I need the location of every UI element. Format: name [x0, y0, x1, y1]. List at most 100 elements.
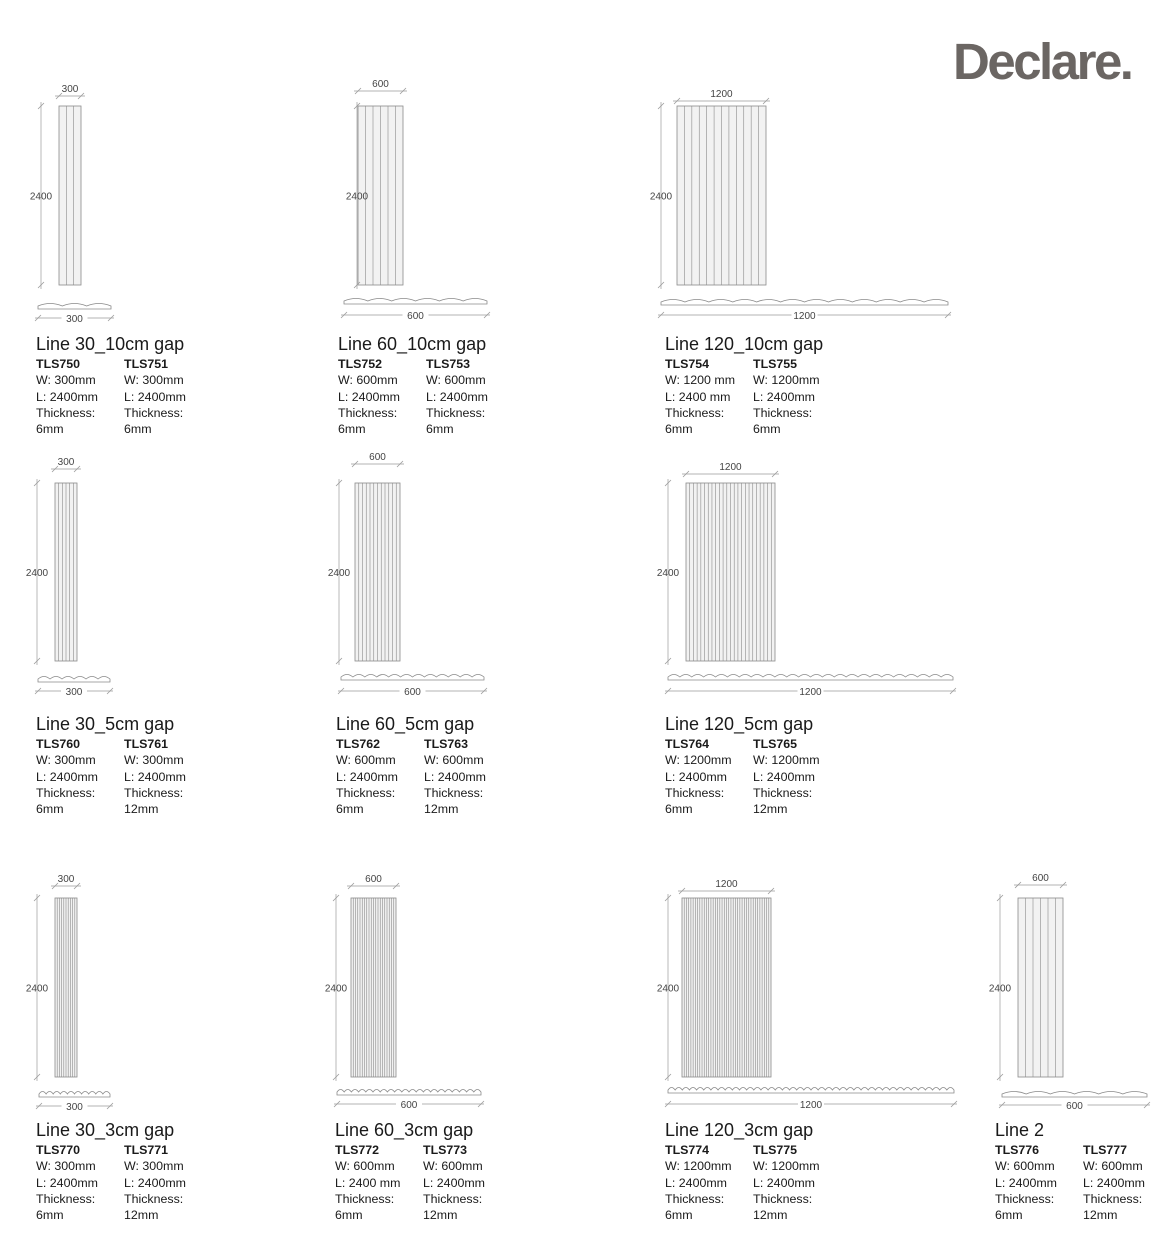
profile-dimension-label: 1200 — [799, 687, 822, 698]
product-code: TLS751 — [124, 357, 169, 371]
product-title: Line 2 — [995, 1120, 1045, 1140]
profile-label-bg — [797, 685, 824, 696]
spec-columns: TLS774 W: 1200mm L: 2400mm Thickness: 6mm TLS… — [665, 1142, 905, 1223]
spec-width-value: 300mm — [142, 373, 184, 388]
spec-length-label: L: — [665, 389, 679, 404]
spec-thickness-label: Thickness: — [753, 1191, 813, 1206]
spec-thickness-label: Thickness: — [665, 1191, 725, 1206]
spec-thickness-value: 6mm — [335, 1208, 363, 1223]
spec-width-label: W: — [124, 1159, 143, 1174]
product-block: Line 30_10cm gap TLS750 W: 300mm L: 2400mm T… — [36, 333, 276, 437]
spec-length-label: L: — [124, 769, 138, 784]
spec-width-value: 600mm — [354, 753, 396, 768]
spec-width: W: 1200mm — [665, 1158, 753, 1174]
product-block: Line 120_10cm gap TLS754 W: 1200 mm L: 2400… — [665, 333, 905, 437]
spec-width-label: W: — [36, 753, 55, 768]
width-dimension-label: 1200 — [710, 89, 733, 100]
panel-profile — [1001, 1091, 1148, 1098]
spec-thickness-label: Thickness: — [124, 405, 184, 420]
spec-columns: TLS760 W: 300mm L: 2400mm Thickness: 6mm TLS7… — [36, 736, 276, 817]
profile-dimension-label: 300 — [66, 314, 83, 325]
spec-width-value: 1200mm — [683, 1159, 732, 1174]
spec-thickness-label: Thickness: — [335, 1191, 395, 1206]
drawing-5: 600 2400 600 — [328, 452, 488, 698]
product-code: TLS770 — [36, 1143, 81, 1157]
panel-profile — [37, 676, 111, 683]
product-code: TLS754 — [665, 357, 710, 371]
profile-label-bg — [791, 309, 818, 320]
spec-width-label: W: — [753, 1159, 772, 1174]
spec-width-label: W: — [995, 1159, 1014, 1174]
spec-length-value: 2400mm — [49, 1175, 98, 1190]
profile-dimension-label: 300 — [66, 1102, 83, 1113]
product-code: TLS753 — [426, 357, 471, 371]
panel-profile — [340, 674, 485, 681]
spec-length-label: L: — [423, 1175, 437, 1190]
spec-column: TLS775 W: 1200mm L: 2400mm Thickness: 12mm — [753, 1142, 841, 1223]
spec-thickness-label: Thickness: — [753, 405, 813, 420]
spec-width-value: 300mm — [54, 373, 96, 388]
spec-width-value: 1200mm — [683, 753, 732, 768]
spec-thickness-label: Thickness: — [338, 405, 398, 420]
spec-thickness-value: 12mm — [423, 1208, 458, 1223]
drawing-3: 1200 2400 1200 — [650, 89, 952, 322]
spec-length: L: 2400 mm — [665, 389, 753, 405]
spec-length-label: L: — [424, 769, 438, 784]
spec-thickness-label: Thickness: — [753, 785, 813, 800]
spec-length-value: 2400mm — [351, 389, 400, 404]
spec-columns: TLS752 W: 600mm L: 2400mm Thickness: 6mm TLS7… — [338, 356, 578, 437]
product-code: TLS752 — [338, 357, 383, 371]
spec-width-label: W: — [336, 753, 355, 768]
spec-length-label: L: — [1083, 1175, 1097, 1190]
spec-length-label: L: — [336, 769, 350, 784]
panel-profile — [37, 303, 112, 310]
product-title: Line 30_5cm gap — [36, 714, 175, 734]
spec-width: W: 300mm — [36, 1158, 124, 1174]
spec-width-value: 600mm — [1013, 1159, 1055, 1174]
product-code: TLS773 — [423, 1143, 468, 1157]
spec-length: L: 2400mm — [124, 1175, 212, 1191]
panel-profile — [343, 298, 488, 305]
product-title: Line 30_10cm gap — [36, 334, 185, 354]
spec-length-label: L: — [426, 389, 440, 404]
spec-thickness-value: 6mm — [36, 422, 64, 437]
spec-width: W: 300mm — [124, 752, 212, 768]
spec-thickness-label: Thickness: — [1083, 1191, 1143, 1206]
spec-length: L: 2400mm — [338, 389, 426, 405]
spec-thickness-label: Thickness: — [423, 1191, 483, 1206]
spec-column: TLS773 W: 600mm L: 2400mm Thickness: 12mm — [423, 1142, 511, 1223]
height-dimension-label: 2400 — [650, 192, 673, 203]
spec-width: W: 1200 mm — [665, 372, 753, 388]
spec-columns: TLS776 W: 600mm L: 2400mm Thickness: 6mm TLS7… — [995, 1142, 1174, 1223]
width-dimension-label: 600 — [365, 874, 382, 885]
spec-column: TLS774 W: 1200mm L: 2400mm Thickness: 6mm — [665, 1142, 753, 1223]
spec-length: L: 2400mm — [36, 1175, 124, 1191]
product-block: Line 120_3cm gap TLS774 W: 1200mm L: 2400mm… — [665, 1119, 905, 1223]
spec-column: TLS771 W: 300mm L: 2400mm Thickness: 12mm — [124, 1142, 212, 1223]
height-dimension-label: 2400 — [989, 984, 1012, 995]
spec-column: TLS760 W: 300mm L: 2400mm Thickness: 6mm — [36, 736, 124, 817]
spec-thickness-label: Thickness: — [36, 405, 96, 420]
product-block: Line 60_10cm gap TLS752 W: 600mm L: 2400mm T… — [338, 333, 578, 437]
width-dimension-label: 1200 — [715, 879, 738, 890]
spec-thickness-value: 6mm — [665, 802, 693, 817]
spec-thickness-value: 6mm — [995, 1208, 1023, 1223]
profile-dimension-label: 600 — [1066, 1101, 1083, 1112]
profile-label-bg — [61, 685, 87, 696]
spec-thickness-value: 12mm — [424, 802, 459, 817]
spec-width-label: W: — [665, 1159, 684, 1174]
width-dimension-label: 600 — [369, 452, 386, 463]
spec-length-label: L: — [665, 1175, 679, 1190]
spec-width-value: 300mm — [142, 1159, 184, 1174]
spec-width-value: 600mm — [353, 1159, 395, 1174]
product-code: TLS775 — [753, 1143, 798, 1157]
product-code: TLS755 — [753, 357, 798, 371]
brand-logo: Declare. — [953, 33, 1134, 90]
product-title: Line 60_3cm gap — [335, 1120, 474, 1140]
spec-thickness-label: Thickness: — [995, 1191, 1055, 1206]
spec-length-label: L: — [753, 769, 767, 784]
spec-thickness-label: Thickness: — [426, 405, 486, 420]
panel-profile — [667, 1087, 955, 1094]
spec-column: TLS752 W: 600mm L: 2400mm Thickness: 6mm — [338, 356, 426, 437]
